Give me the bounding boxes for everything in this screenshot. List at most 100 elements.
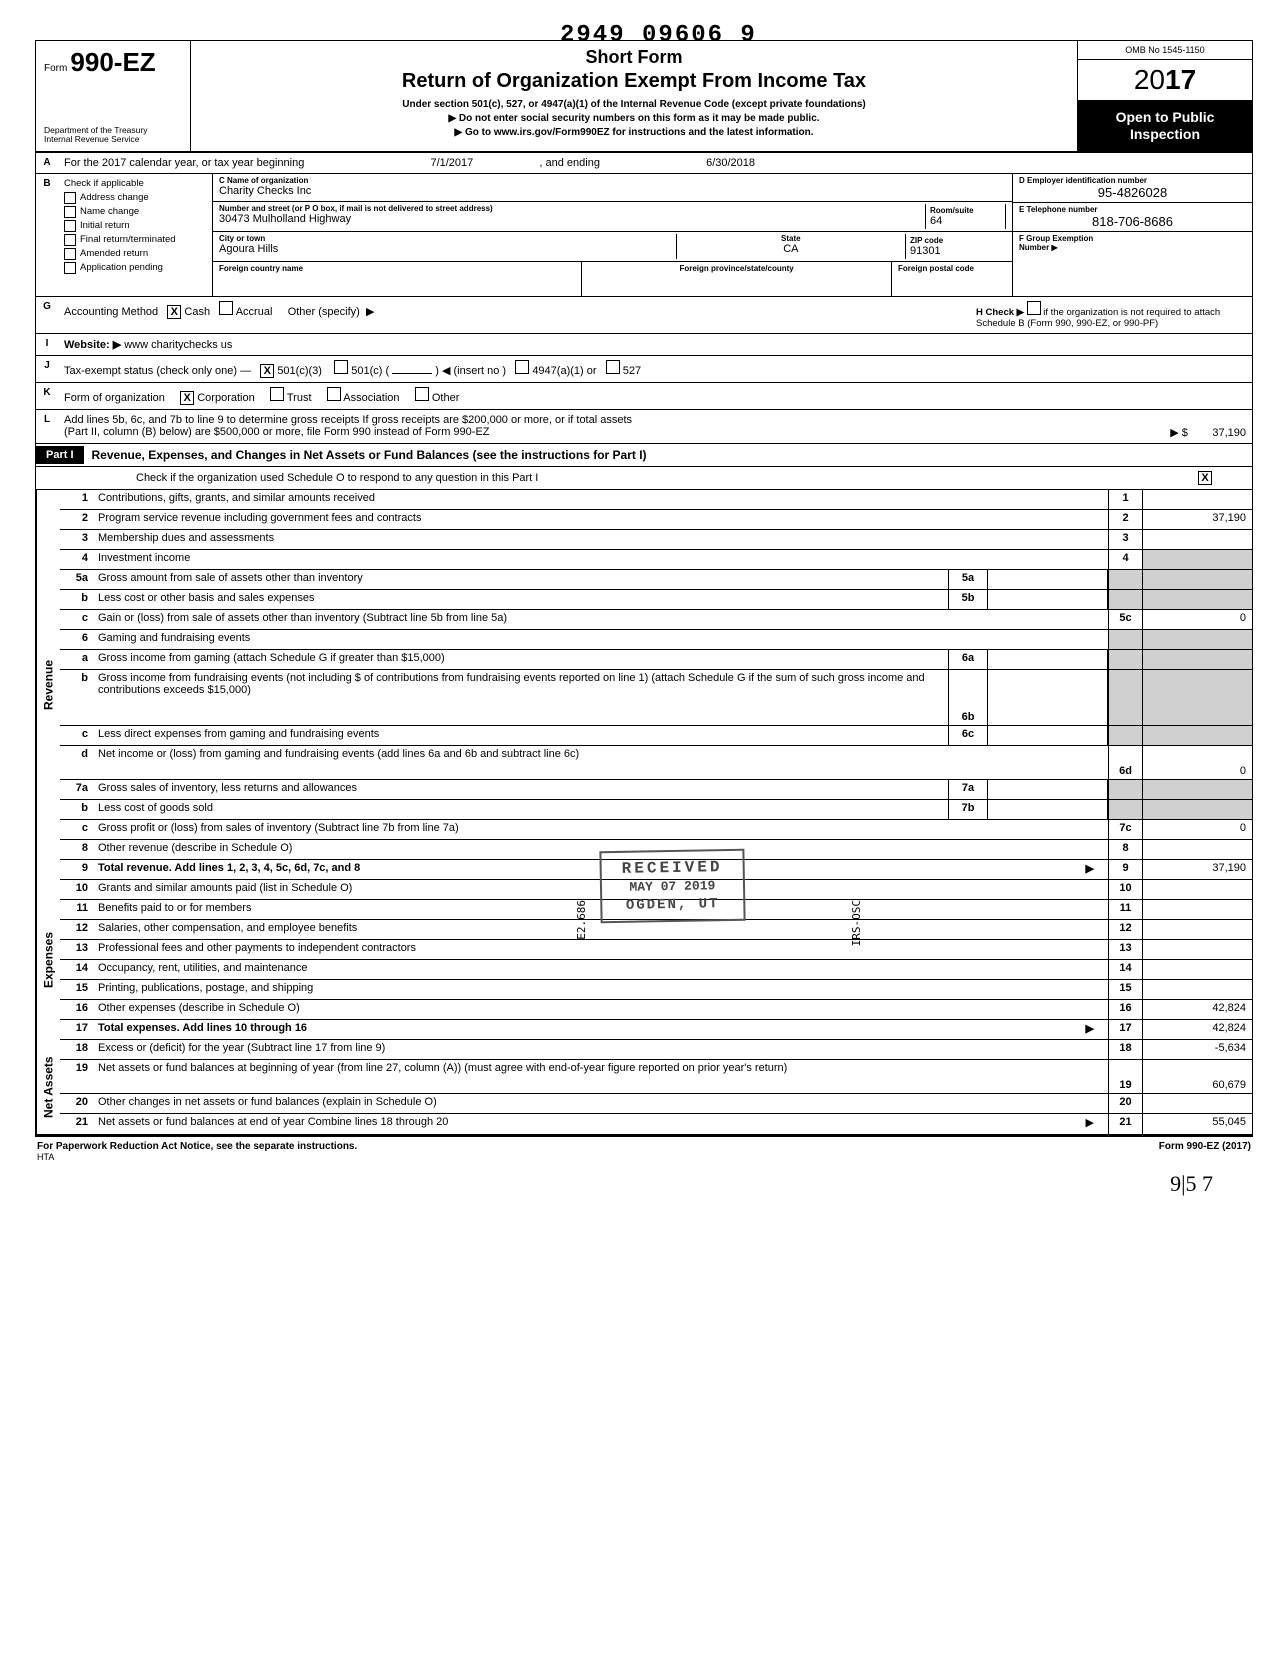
- chk-other-org[interactable]: [415, 387, 429, 401]
- tax-year: 2017: [1078, 60, 1252, 101]
- phone-label: E Telephone number: [1019, 205, 1246, 214]
- chk-schedule-b[interactable]: [1027, 301, 1041, 315]
- name-address-block: C Name of organization Charity Checks In…: [213, 174, 1012, 296]
- line-12: 12Salaries, other compensation, and empl…: [60, 920, 1252, 940]
- line-7b: bLess cost of goods sold7b: [60, 800, 1252, 820]
- netassets-section: Net Assets 18Excess or (deficit) for the…: [36, 1040, 1252, 1136]
- line-16: 16Other expenses (describe in Schedule O…: [60, 1000, 1252, 1020]
- received-stamp: RECEIVED MAY 07 2019 OGDEN, UT: [599, 848, 745, 922]
- street-value: 30473 Mulholland Highway: [219, 213, 925, 225]
- line-5a: 5aGross amount from sale of assets other…: [60, 570, 1252, 590]
- line-6d: dNet income or (loss) from gaming and fu…: [60, 746, 1252, 780]
- state-value: CA: [677, 243, 905, 255]
- line-5c: cGain or (loss) from sale of assets othe…: [60, 610, 1252, 630]
- phone-value: 818-706-8686: [1019, 214, 1246, 229]
- chk-cash[interactable]: X: [167, 305, 181, 319]
- room-label: Room/suite: [930, 206, 1001, 215]
- line-2: 2Program service revenue including gover…: [60, 510, 1252, 530]
- line-19: 19Net assets or fund balances at beginni…: [60, 1060, 1252, 1094]
- part1-sub: Check if the organization used Schedule …: [36, 467, 1252, 490]
- letter-k: K: [36, 383, 58, 409]
- line-13: 13Professional fees and other payments t…: [60, 940, 1252, 960]
- form-prefix: Form: [44, 63, 67, 74]
- letter-l: L: [36, 410, 58, 443]
- revenue-side-label: Revenue: [36, 490, 60, 880]
- state-label: State: [677, 234, 905, 243]
- chk-corp[interactable]: X: [180, 391, 194, 405]
- line-21: 21Net assets or fund balances at end of …: [60, 1114, 1252, 1134]
- ty-mid: , and ending: [539, 157, 600, 169]
- l-text2: (Part II, column (B) below) are $500,000…: [64, 426, 490, 439]
- open-public: Open to Public Inspection: [1078, 101, 1252, 151]
- line-3: 3Membership dues and assessments3: [60, 530, 1252, 550]
- header-sub2: ▶ Do not enter social security numbers o…: [201, 113, 1067, 124]
- chk-501c3[interactable]: X: [260, 364, 274, 378]
- check-if-applicable: Check if applicable Address change Name …: [58, 174, 213, 296]
- gross-receipts: 37,190: [1212, 427, 1246, 439]
- row-k: K Form of organization X Corporation Tru…: [36, 383, 1252, 410]
- org-name-label: C Name of organization: [219, 176, 1006, 185]
- expenses-section: Expenses RECEIVED MAY 07 2019 OGDEN, UT …: [36, 880, 1252, 1040]
- chk-final-return[interactable]: Final return/terminated: [64, 234, 206, 246]
- line-7c: cGross profit or (loss) from sales of in…: [60, 820, 1252, 840]
- letter-j: J: [36, 356, 58, 382]
- form-number: 990-EZ: [70, 47, 155, 77]
- expenses-side-label: Expenses: [36, 880, 60, 1040]
- line-14: 14Occupancy, rent, utilities, and mainte…: [60, 960, 1252, 980]
- line-7a: 7aGross sales of inventory, less returns…: [60, 780, 1252, 800]
- handwritten-note: 9|5 7: [35, 1171, 1253, 1197]
- header-right: OMB No 1545-1150 2017 Open to Public Ins…: [1077, 41, 1252, 151]
- side-code-b: IRS-OSC: [850, 900, 863, 946]
- header-sub3: ▶ Go to www.irs.gov/Form990EZ for instru…: [201, 127, 1067, 138]
- h-block: H Check ▶ if the organization is not req…: [976, 301, 1246, 329]
- line-6a: aGross income from gaming (attach Schedu…: [60, 650, 1252, 670]
- ty-begin: 7/1/2017: [430, 157, 473, 169]
- part1-header: Part I Revenue, Expenses, and Changes in…: [36, 443, 1252, 467]
- row-g-h: G Accounting Method X Cash Accrual Other…: [36, 297, 1252, 334]
- ein-value: 95-4826028: [1019, 185, 1246, 200]
- paperwork-notice: For Paperwork Reduction Act Notice, see …: [37, 1141, 357, 1152]
- stamp-date: MAY 07 2019: [622, 878, 723, 897]
- chk-assoc[interactable]: [327, 387, 341, 401]
- part1-title: Revenue, Expenses, and Changes in Net As…: [84, 444, 1252, 466]
- letter-i: I: [36, 334, 58, 355]
- ein-label: D Employer identification number: [1019, 176, 1246, 185]
- city-value: Agoura Hills: [219, 243, 676, 255]
- chk-initial-return[interactable]: Initial return: [64, 220, 206, 232]
- hta-code: HTA: [37, 1152, 54, 1162]
- chk-trust[interactable]: [270, 387, 284, 401]
- footer: For Paperwork Reduction Act Notice, see …: [35, 1137, 1253, 1167]
- chk-app-pending[interactable]: Application pending: [64, 262, 206, 274]
- header-sub1: Under section 501(c), 527, or 4947(a)(1)…: [201, 99, 1067, 110]
- foreign-prov-label: Foreign province/state/county: [588, 264, 885, 273]
- letter-b: B: [36, 174, 58, 296]
- chk-schedule-o[interactable]: X: [1198, 471, 1212, 485]
- letter-g: G: [36, 297, 58, 333]
- line-4: 4Investment income4: [60, 550, 1252, 570]
- group-exempt-label: F Group Exemption: [1019, 234, 1246, 243]
- open-public-l1: Open to Public: [1082, 109, 1248, 126]
- line-6b: bGross income from fundraising events (n…: [60, 670, 1252, 726]
- chk-4947[interactable]: [515, 360, 529, 374]
- revenue-section: Revenue 1Contributions, gifts, grants, a…: [36, 490, 1252, 880]
- chk-accrual[interactable]: [219, 301, 233, 315]
- right-id-col: D Employer identification number 95-4826…: [1012, 174, 1252, 296]
- org-name: Charity Checks Inc: [219, 185, 1006, 197]
- chk-501c[interactable]: [334, 360, 348, 374]
- zip-value: 91301: [910, 245, 1002, 257]
- chk-527[interactable]: [606, 360, 620, 374]
- line-15: 15Printing, publications, postage, and s…: [60, 980, 1252, 1000]
- website-value: www charitychecks us: [124, 339, 232, 351]
- part1-sub-text: Check if the organization used Schedule …: [136, 472, 1198, 484]
- omb-number: OMB No 1545-1150: [1078, 41, 1252, 60]
- row-a: A For the 2017 calendar year, or tax yea…: [36, 153, 1252, 174]
- top-stamp: 2949 09606 9: [560, 22, 757, 49]
- line-20: 20Other changes in net assets or fund ba…: [60, 1094, 1252, 1114]
- header-left: Form 990-EZ Department of the Treasury I…: [36, 41, 191, 151]
- tax-exempt-label: Tax-exempt status (check only one) —: [64, 365, 251, 377]
- chk-amended[interactable]: Amended return: [64, 248, 206, 260]
- tax-year-line: For the 2017 calendar year, or tax year …: [58, 153, 1252, 173]
- chk-name-change[interactable]: Name change: [64, 206, 206, 218]
- short-form-label: Short Form: [201, 47, 1067, 68]
- chk-address-change[interactable]: Address change: [64, 192, 206, 204]
